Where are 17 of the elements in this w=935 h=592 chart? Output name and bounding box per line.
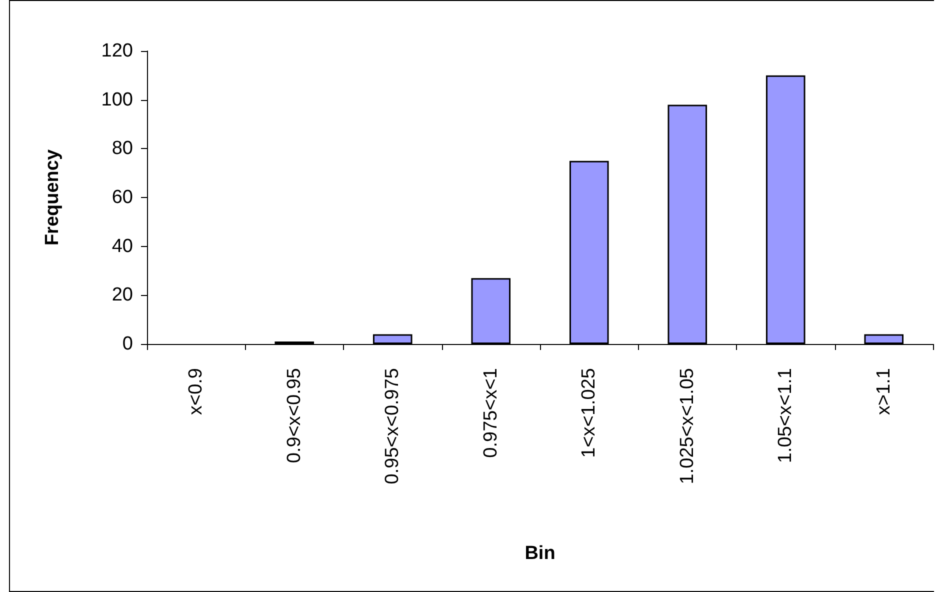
- y-tick-label: 100: [101, 89, 133, 110]
- x-tick-label: 0.975<x<1: [480, 368, 502, 458]
- x-tick-label: 0.9<x<0.95: [284, 368, 305, 464]
- x-tick-label: 0.95<x<0.975: [382, 368, 404, 484]
- y-tick-label: 40: [112, 236, 133, 257]
- y-tick-label: 0: [122, 334, 133, 354]
- x-tick-label: x<0.9: [186, 368, 207, 416]
- y-tick-label: 80: [112, 138, 133, 160]
- y-tick-label: 60: [112, 187, 133, 208]
- y-tick-label: 20: [112, 284, 133, 306]
- x-tick-label: x>1.1: [873, 368, 894, 416]
- x-tick-label: 1.025<x<1.05: [676, 368, 698, 484]
- x-tick-label: 1<x<1.025: [578, 368, 600, 458]
- x-tick-label: 1.05<x<1.1: [775, 368, 796, 464]
- y-tick-label: 120: [101, 40, 133, 62]
- x-axis-title: Bin: [524, 543, 556, 564]
- y-axis-title: Frequency: [42, 149, 63, 246]
